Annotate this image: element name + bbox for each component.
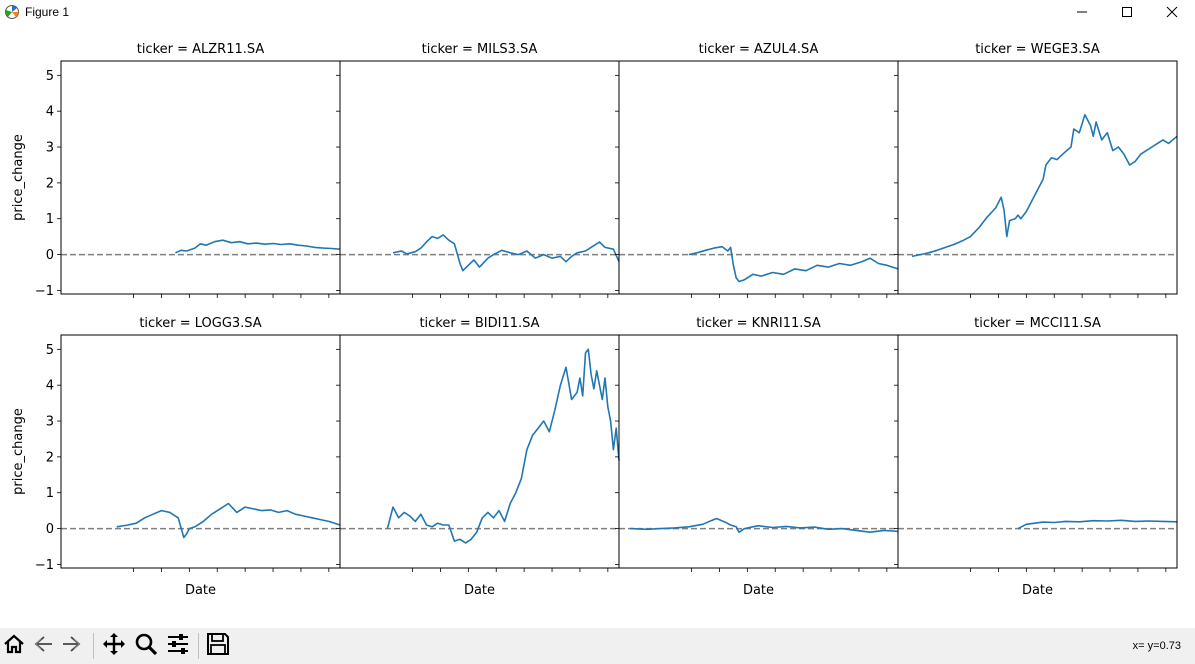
y-tick-label: −1 — [35, 284, 54, 299]
x-axis-label: Date — [743, 583, 774, 598]
panel-title: ticker = KNRI11.SA — [696, 316, 821, 331]
y-tick-label: −1 — [35, 558, 54, 573]
configure-subplots-button[interactable] — [164, 632, 192, 660]
toolbar-separator — [198, 633, 199, 659]
close-icon — [1166, 3, 1178, 22]
y-tick-label: 3 — [46, 415, 54, 430]
close-button[interactable] — [1149, 0, 1195, 24]
y-axis-label: price_change — [11, 134, 26, 221]
minimize-button[interactable] — [1059, 0, 1105, 24]
panel-title: ticker = WEGE3.SA — [975, 42, 1100, 57]
y-tick-label: 3 — [46, 141, 54, 156]
price-change-series-line — [386, 348, 620, 544]
window-titlebar: Figure 1 — [0, 0, 1195, 24]
back-button[interactable] — [29, 632, 57, 660]
price-change-series-line — [175, 239, 341, 254]
facet-panel: ticker = MILS3.SA — [336, 42, 620, 298]
panel-title: ticker = ALZR11.SA — [137, 42, 265, 57]
maximize-icon — [1121, 3, 1133, 22]
save-button[interactable] — [204, 632, 232, 660]
facet-panel: ticker = WEGE3.SA — [894, 42, 1178, 298]
window-title: Figure 1 — [25, 5, 70, 19]
x-axis-label: Date — [185, 583, 216, 598]
facet-panel: ticker = LOGG3.SA −1 0 1 2 3 4 5 price_change Dat… — [11, 316, 341, 598]
y-tick-label: 1 — [46, 212, 54, 227]
axes-frame — [339, 60, 620, 295]
y-tick-label: 0 — [46, 522, 54, 537]
panel-title: ticker = BIDI11.SA — [419, 316, 539, 331]
zoom-button[interactable] — [132, 632, 160, 660]
maximize-button[interactable] — [1104, 0, 1150, 24]
axes-frame — [618, 60, 899, 295]
home-icon — [3, 633, 25, 659]
y-tick-label: 5 — [46, 343, 54, 358]
facet-panel: ticker = MCCI11.SA Date — [894, 316, 1178, 598]
panel-title: ticker = MCCI11.SA — [974, 316, 1101, 331]
y-tick-label: 2 — [46, 176, 54, 191]
y-tick-label: 0 — [46, 248, 54, 263]
y-tick-label: 4 — [46, 105, 54, 120]
back-icon — [32, 633, 54, 659]
axes-frame — [60, 60, 341, 295]
facet-panel: ticker = AZUL4.SA — [615, 42, 899, 298]
navigation-toolbar: x= y=0.73 — [0, 628, 1195, 664]
price-change-series-line — [630, 517, 899, 534]
facet-panel: ticker = BIDI11.SA Date — [336, 316, 620, 598]
x-axis-label: Date — [464, 583, 495, 598]
price-change-series-line — [1017, 519, 1178, 530]
facet-panel: ticker = KNRI11.SA Date — [615, 316, 899, 598]
price-change-series-line — [116, 502, 341, 539]
price-change-series-line — [688, 245, 899, 283]
save-icon — [206, 632, 230, 660]
y-axis-label: price_change — [11, 408, 26, 495]
cursor-coordinates: x= y=0.73 — [1132, 640, 1181, 652]
forward-icon — [61, 633, 83, 659]
y-tick-label: 2 — [46, 450, 54, 465]
pan-button[interactable] — [100, 632, 128, 660]
panel-title: ticker = AZUL4.SA — [699, 42, 819, 57]
facet-panel: ticker = ALZR11.SA −1 0 1 2 3 4 5 price_change — [11, 42, 341, 299]
panel-title: ticker = MILS3.SA — [422, 42, 538, 57]
price-change-series-line — [911, 114, 1178, 258]
axes-frame — [897, 60, 1178, 295]
home-button[interactable] — [0, 632, 28, 660]
price-change-series-line — [392, 234, 620, 272]
forward-button[interactable] — [58, 632, 86, 660]
y-tick-label: 4 — [46, 379, 54, 394]
pan-icon — [102, 632, 126, 660]
zoom-icon — [134, 632, 158, 660]
axes-frame — [897, 334, 1178, 569]
facet-chart: ticker = ALZR11.SA−1012345price_changeti… — [11, 42, 1178, 598]
panel-title: ticker = LOGG3.SA — [139, 316, 261, 331]
x-axis-label: Date — [1022, 583, 1053, 598]
axes-frame — [339, 334, 620, 569]
minimize-icon — [1076, 3, 1088, 22]
figure-canvas[interactable]: ticker = ALZR11.SA −1 0 1 2 3 4 5 price_change ti… — [0, 24, 1195, 628]
configure-subplots-icon — [166, 632, 190, 660]
axes-frame — [60, 334, 341, 569]
toolbar-separator — [93, 633, 94, 659]
y-tick-label: 5 — [46, 69, 54, 84]
axes-frame — [618, 334, 899, 569]
matplotlib-logo-icon — [4, 4, 20, 20]
y-tick-label: 1 — [46, 486, 54, 501]
